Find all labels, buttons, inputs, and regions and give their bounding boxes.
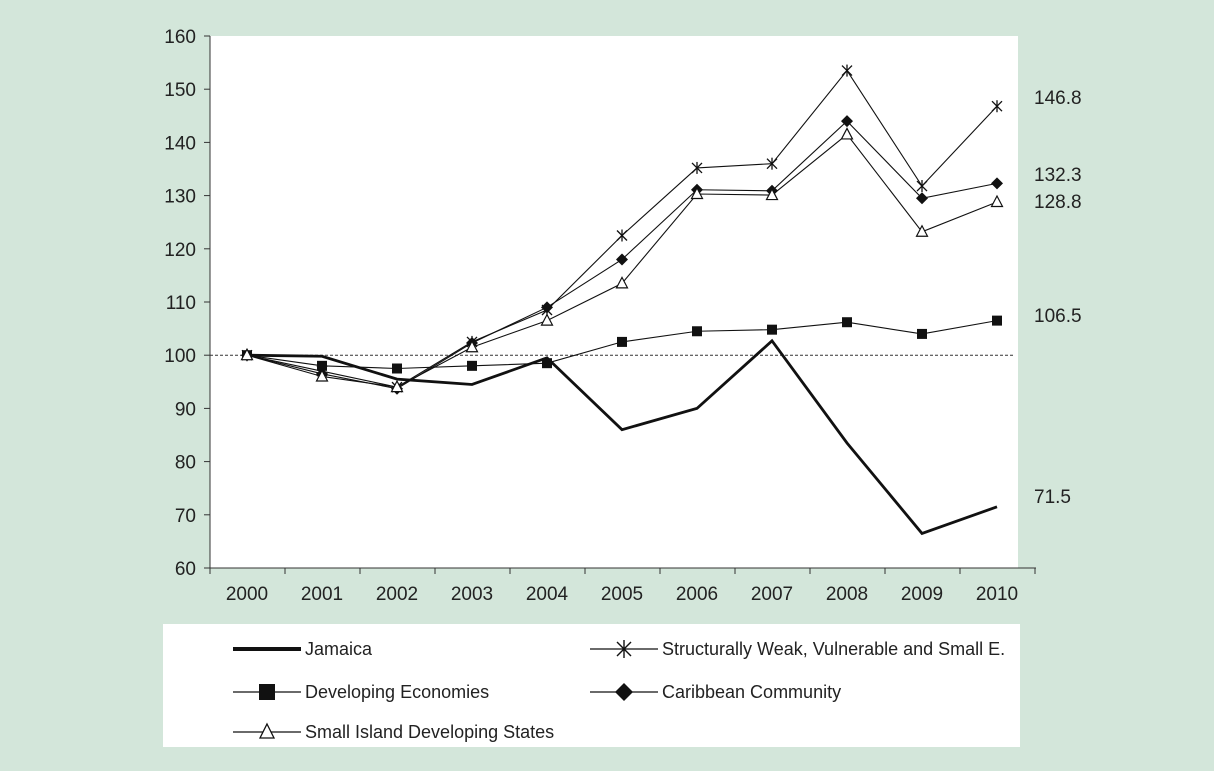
data-point-square [767, 324, 777, 335]
data-point-square [392, 363, 402, 374]
x-tick-label: 2009 [901, 584, 943, 605]
legend-item-jamaica: Jamaica [231, 636, 372, 662]
triangle-marker-icon [258, 722, 276, 739]
legend-swatch-sids [233, 722, 301, 739]
legend-label-developing-economies: Developing Economies [305, 681, 490, 702]
data-point-triangle [390, 379, 404, 393]
y-tick-label: 120 [164, 240, 196, 261]
legend-item-structurally-weak: Structurally Weak, Vulnerable and Small … [588, 636, 1005, 662]
legend-swatch-jamaica [233, 647, 301, 651]
data-point-square [467, 360, 477, 371]
y-tick-label: 150 [164, 80, 196, 101]
end-value-label: 106.5 [1034, 306, 1082, 327]
data-point-triangle [915, 224, 929, 237]
series-line-0 [246, 338, 998, 536]
y-tick-label: 140 [164, 133, 196, 154]
x-tick-label: 2001 [301, 584, 343, 605]
data-point-triangle [840, 127, 854, 140]
legend-item-caribbean-community: Caribbean Community [588, 679, 841, 705]
data-point-triangle [540, 313, 554, 326]
data-point-square [842, 317, 852, 328]
data-point-triangle [315, 369, 329, 382]
data-point-asterisk [916, 180, 928, 193]
y-tick-label: 130 [164, 187, 196, 208]
square-marker-icon [259, 684, 275, 700]
data-point-diamond [991, 177, 1003, 190]
data-point-asterisk [766, 157, 778, 170]
asterisk-marker-icon [616, 640, 632, 658]
legend-label-structurally-weak: Structurally Weak, Vulnerable and Small … [662, 638, 1006, 659]
data-point-triangle [465, 339, 479, 353]
data-point-diamond [541, 301, 553, 314]
data-point-asterisk [991, 100, 1003, 113]
data-point-square [692, 326, 702, 337]
data-point-asterisk [616, 229, 628, 242]
data-point-triangle [240, 347, 254, 361]
legend-item-sids: Small Island Developing States [231, 719, 554, 745]
data-point-square [542, 358, 552, 369]
y-tick-label: 110 [166, 293, 196, 314]
x-tick-label: 2002 [376, 584, 418, 605]
x-tick-label: 2008 [826, 584, 868, 605]
legend-item-developing-economies: Developing Economies [231, 679, 489, 705]
y-tick-label: 90 [175, 399, 196, 420]
data-point-triangle [615, 276, 629, 289]
y-tick-label: 60 [175, 559, 196, 580]
y-tick-label: 160 [164, 27, 196, 48]
x-tick-label: 2005 [601, 584, 643, 605]
data-point-square [617, 336, 627, 347]
legend-label-jamaica: Jamaica [305, 638, 373, 659]
legend-swatch-caribbean-community [590, 683, 658, 701]
data-point-square [317, 360, 327, 371]
x-tick-label: 2010 [976, 584, 1018, 605]
x-tick-label: 2003 [451, 584, 493, 605]
data-point-diamond [616, 253, 628, 266]
y-tick-label: 80 [175, 453, 196, 474]
end-value-label: 128.8 [1034, 192, 1082, 213]
diamond-marker-icon [615, 683, 633, 701]
end-value-label: 132.3 [1034, 165, 1082, 186]
legend-swatch-developing-economies [233, 684, 301, 700]
data-point-triangle [765, 187, 779, 201]
x-tick-label: 2007 [751, 584, 793, 605]
data-point-square [992, 315, 1002, 326]
data-point-triangle [690, 186, 704, 200]
legend-label-caribbean-community: Caribbean Community [662, 681, 842, 702]
data-point-triangle [990, 194, 1004, 208]
y-tick-label: 100 [164, 346, 196, 367]
plot-area [210, 36, 1018, 568]
legend-label-sids: Small Island Developing States [305, 721, 555, 742]
legend-swatch-structurally-weak [590, 640, 658, 658]
x-tick-label: 2000 [226, 584, 268, 605]
legend: Jamaica Structurally Weak, Vulnerable an… [163, 624, 1020, 747]
data-point-diamond [916, 192, 928, 205]
data-point-asterisk [691, 161, 703, 174]
data-point-square [917, 328, 927, 339]
x-tick-label: 2006 [676, 584, 718, 605]
x-tick-label: 2004 [526, 584, 569, 605]
data-point-asterisk [841, 64, 853, 77]
end-value-label: 71.5 [1034, 487, 1071, 508]
data-point-diamond [841, 115, 853, 128]
end-value-label: 146.8 [1034, 88, 1082, 109]
y-tick-label: 70 [175, 506, 196, 527]
